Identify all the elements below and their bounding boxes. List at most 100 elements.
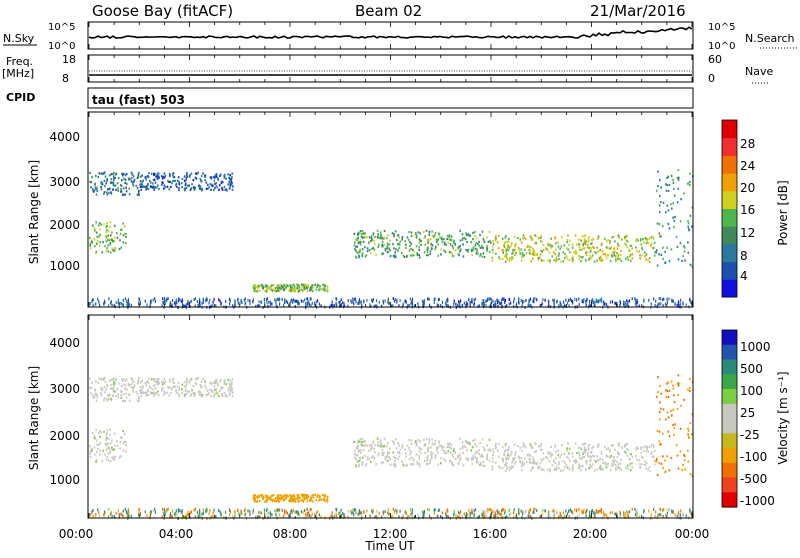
velocity-echo-4 <box>394 438 397 441</box>
power-echo-4 <box>401 238 403 241</box>
power-echo-near <box>500 298 503 302</box>
power-echo-3 <box>268 286 270 290</box>
velocity-echo-5 <box>621 446 623 449</box>
power-echo-near <box>680 298 682 302</box>
velocity-echo-4 <box>411 463 413 466</box>
velocity-echo-3 <box>312 493 315 497</box>
velocity-echo-1 <box>90 392 92 395</box>
velocity-echo-0 <box>105 439 107 442</box>
power-echo-5 <box>629 249 631 252</box>
power-echo-2 <box>146 175 148 178</box>
power-echo-0 <box>104 234 107 237</box>
cpid-value: tau (fast) 503 <box>92 93 185 107</box>
velocity-echo-1 <box>125 396 128 399</box>
power-echo-3 <box>257 286 259 289</box>
velocity-echo-2 <box>185 379 188 382</box>
power-echo-near <box>436 303 438 307</box>
power-echo-2 <box>199 187 202 190</box>
velocity-echo-5 <box>587 448 590 451</box>
power-echo-4 <box>424 243 426 246</box>
velocity-echo-near <box>662 508 664 512</box>
power-echo-2 <box>171 173 174 176</box>
power-echo-4 <box>426 249 429 252</box>
power-echo-5 <box>492 251 494 254</box>
velocity-echo-near <box>187 513 189 517</box>
power-echo-2 <box>175 184 177 187</box>
power-echo-near <box>628 299 631 303</box>
power-echo-0 <box>99 222 101 225</box>
power-echo-5 <box>620 250 622 253</box>
velocity-echo-near <box>553 509 555 513</box>
velocity-echo-near <box>663 508 665 512</box>
power-echo-4 <box>371 247 373 250</box>
power-echo-4 <box>361 248 364 251</box>
power-echo-near <box>376 299 378 303</box>
power-echo-5 <box>554 236 557 239</box>
power-echo-5 <box>591 254 594 257</box>
velocity-echo-near <box>344 515 346 519</box>
power-echo-0 <box>109 221 112 224</box>
velocity-echo-near <box>384 510 386 514</box>
velocity-echo-2 <box>172 377 175 380</box>
velocity-echo-5 <box>586 454 589 457</box>
power-echo-near <box>662 298 664 302</box>
velocity-echo-5 <box>614 467 617 470</box>
velocity-echo-2 <box>178 395 180 398</box>
velocity-echo-4 <box>389 447 391 450</box>
velocity-echo-4 <box>386 455 388 459</box>
power-echo-near <box>398 304 400 308</box>
power-echo-near <box>530 303 532 307</box>
power-echo-5 <box>529 246 532 249</box>
power-echo-5 <box>529 235 532 238</box>
power-echo-1 <box>138 189 140 192</box>
power-echo-5 <box>647 241 650 245</box>
velocity-echo-2 <box>139 381 142 384</box>
power-echo-5 <box>519 238 521 241</box>
nave-label: Nave <box>745 65 773 78</box>
velocity-echo-2 <box>161 380 163 383</box>
velocity-echo-1 <box>89 386 91 389</box>
velocity-echo-5 <box>583 442 586 445</box>
velocity-echo-near <box>626 509 628 513</box>
velocity-echo-6 <box>656 457 658 460</box>
power-echo-4 <box>452 255 455 258</box>
velocity-echo-near <box>292 509 294 512</box>
power-echo-6 <box>658 223 661 226</box>
velocity-echo-2 <box>185 384 187 387</box>
power-echo-4 <box>359 249 361 252</box>
power-echo-near <box>374 304 376 308</box>
velocity-echo-4 <box>470 458 473 461</box>
power-echo-6 <box>658 253 660 256</box>
power-echo-4 <box>379 234 382 237</box>
power-echo-near <box>616 304 618 307</box>
velocity-echo-near <box>118 512 121 516</box>
power-echo-5 <box>609 247 612 250</box>
velocity-echo-near <box>623 513 625 517</box>
velocity-echo-6 <box>676 454 679 457</box>
velocity-echo-1 <box>103 376 106 379</box>
velocity-echo-4 <box>488 438 491 441</box>
velocity-echo-4 <box>376 437 379 440</box>
power-echo-5 <box>508 259 511 262</box>
power-echo-5 <box>645 241 648 244</box>
power-echo-2 <box>201 189 203 192</box>
velocity-echo-5 <box>578 454 581 457</box>
velocity-echo-near <box>562 511 565 515</box>
velocity-colorbar-frame <box>721 329 738 508</box>
velocity-echo-3 <box>278 500 281 503</box>
power-echo-6 <box>666 176 668 180</box>
power-echo-5 <box>614 258 617 261</box>
power-echo-2 <box>196 172 198 175</box>
xtick-0: 00:00 <box>59 527 94 541</box>
power-echo-5 <box>510 242 513 245</box>
velocity-echo-near <box>268 511 270 515</box>
power-echo-near <box>237 301 239 305</box>
power-echo-near <box>473 298 475 302</box>
power-echo-5 <box>652 235 655 238</box>
velocity-echo-6 <box>674 423 676 426</box>
velocity-echo-4 <box>441 446 443 449</box>
velocity-echo-1 <box>115 394 117 398</box>
velocity-echo-2 <box>197 376 199 380</box>
power-echo-5 <box>592 246 594 249</box>
power-echo-5 <box>495 234 497 237</box>
